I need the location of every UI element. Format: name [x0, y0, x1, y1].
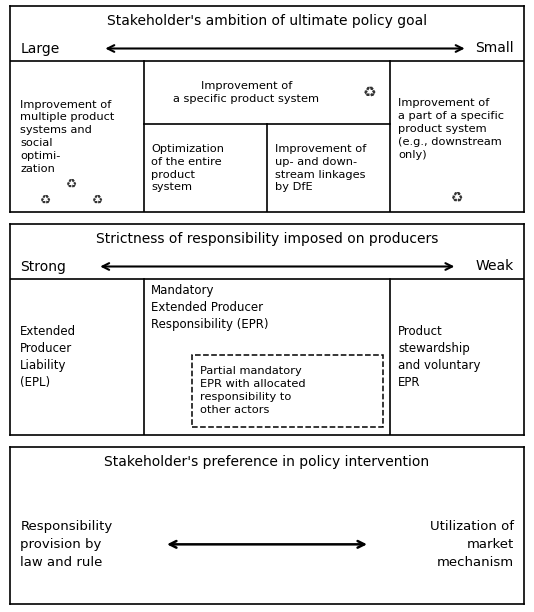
- Text: Improvement of
up- and down-
stream linkages
by DfE: Improvement of up- and down- stream link…: [274, 144, 366, 192]
- Bar: [192, 355, 383, 427]
- Text: ♻: ♻: [363, 85, 376, 100]
- Text: Product
stewardship
and voluntary
EPR: Product stewardship and voluntary EPR: [398, 325, 481, 389]
- Text: Extended
Producer
Liability
(EPL): Extended Producer Liability (EPL): [20, 325, 76, 389]
- Text: Small: Small: [475, 42, 514, 56]
- Text: ♻: ♻: [451, 190, 464, 204]
- Text: Stakeholder's ambition of ultimate policy goal: Stakeholder's ambition of ultimate polic…: [107, 14, 427, 28]
- Text: Responsibility
provision by
law and rule: Responsibility provision by law and rule: [20, 520, 113, 569]
- Text: Improvement of
multiple product
systems and
social
optimi-
zation: Improvement of multiple product systems …: [20, 100, 115, 173]
- Text: Improvement of
a specific product system: Improvement of a specific product system: [174, 81, 319, 104]
- Text: Stakeholder's preference in policy intervention: Stakeholder's preference in policy inter…: [105, 455, 429, 469]
- Text: ♻: ♻: [66, 177, 77, 190]
- Text: Strong: Strong: [20, 259, 66, 274]
- Text: Improvement of
a part of a specific
product system
(e.g., downstream
only): Improvement of a part of a specific prod…: [398, 99, 504, 160]
- Text: Partial mandatory
EPR with allocated
responsibility to
other actors: Partial mandatory EPR with allocated res…: [200, 366, 306, 416]
- Text: Optimization
of the entire
product
system: Optimization of the entire product syste…: [151, 144, 224, 192]
- Text: Large: Large: [20, 42, 59, 56]
- Text: Utilization of
market
mechanism: Utilization of market mechanism: [430, 520, 514, 569]
- Text: ♻: ♻: [92, 193, 103, 206]
- Text: Strictness of responsibility imposed on producers: Strictness of responsibility imposed on …: [96, 232, 438, 246]
- Text: Weak: Weak: [475, 259, 514, 274]
- Text: Mandatory
Extended Producer
Responsibility (EPR): Mandatory Extended Producer Responsibili…: [151, 283, 269, 330]
- Text: ♻: ♻: [41, 193, 52, 206]
